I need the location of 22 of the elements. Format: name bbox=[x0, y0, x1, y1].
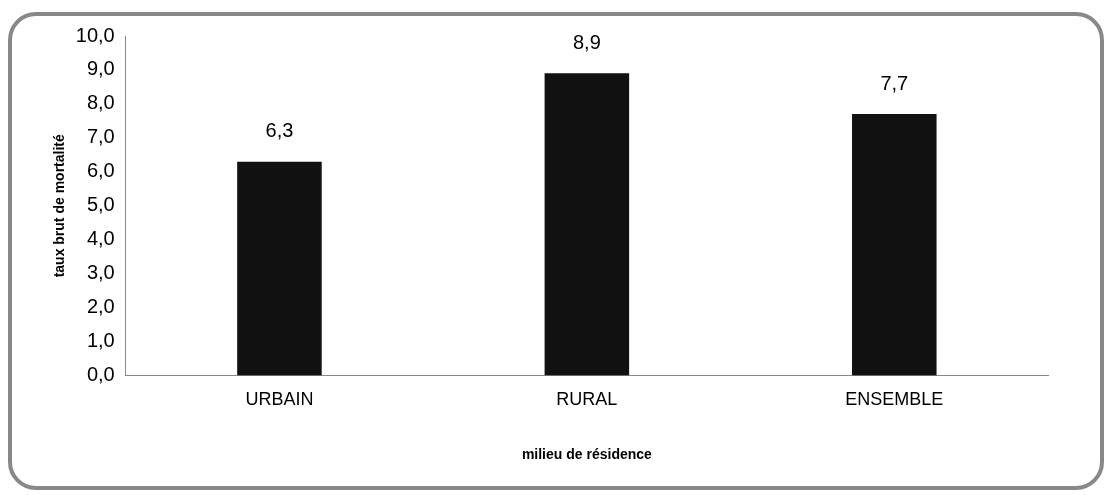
y-tick-label: 6,0 bbox=[86, 159, 115, 182]
y-tick-label: 2,0 bbox=[86, 295, 115, 318]
y-tick-label: 9,0 bbox=[86, 57, 115, 80]
data-label: 6,3 bbox=[265, 119, 294, 142]
x-tick-label: URBAIN bbox=[245, 389, 314, 410]
x-tick-label: RURAL bbox=[556, 389, 618, 410]
y-tick-label: 3,0 bbox=[86, 261, 115, 284]
x-tick-label: ENSEMBLE bbox=[845, 389, 944, 410]
bar bbox=[237, 161, 322, 376]
x-axis-title: milieu de résidence bbox=[521, 446, 653, 463]
y-tick-label: 4,0 bbox=[86, 227, 115, 250]
bar bbox=[852, 114, 937, 376]
y-tick-label: 8,0 bbox=[86, 91, 115, 114]
y-tick-label: 5,0 bbox=[86, 193, 115, 216]
y-tick-label: 10,0 bbox=[75, 23, 115, 46]
y-tick-label: 1,0 bbox=[86, 329, 115, 352]
y-tick-label: 0,0 bbox=[86, 363, 115, 386]
data-label: 7,7 bbox=[880, 71, 909, 94]
bar bbox=[544, 73, 630, 376]
y-axis-title: taux brut de mortalité bbox=[51, 134, 68, 278]
data-label: 8,9 bbox=[572, 30, 601, 53]
y-tick-label: 7,0 bbox=[86, 125, 115, 148]
